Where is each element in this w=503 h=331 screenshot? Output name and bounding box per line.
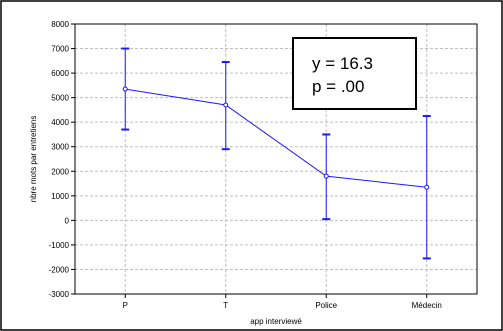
x-tick-label: Médecin: [412, 301, 442, 310]
y-tick-label: 4000: [51, 118, 69, 127]
y-tick-label: 6000: [51, 69, 69, 78]
x-axis-label: app interviewé: [250, 317, 302, 326]
x-tick-label: T: [223, 301, 228, 310]
y-tick-label: 3000: [51, 143, 69, 152]
y-axis-ticks: 8000 7000 6000 5000 4000 3000 2000 1000 0 -1000 -2…: [49, 20, 75, 299]
y-tick-label: 1000: [51, 192, 69, 201]
annotation-p: p = .00: [312, 77, 364, 96]
annotation-frame: [292, 37, 417, 110]
y-tick-label: 7000: [51, 45, 69, 54]
y-tick-label: -3000: [49, 290, 70, 299]
annotation-box: y = 16.3 p = .00: [292, 37, 417, 110]
x-tick-label: P: [123, 301, 128, 310]
data-points: [122, 86, 430, 190]
y-tick-label: 5000: [51, 94, 69, 103]
data-point: [424, 184, 430, 190]
y-tick-label: 8000: [51, 20, 69, 29]
y-tick-label: -1000: [49, 241, 70, 250]
y-tick-label: 2000: [51, 167, 69, 176]
x-axis-ticks: P T Police Médecin: [123, 294, 442, 310]
y-axis-label: nbre mots par entretiens: [29, 116, 38, 203]
plot-area: [74, 23, 478, 295]
data-point: [323, 173, 329, 179]
series-line: [125, 88, 427, 188]
y-tick-label: 0: [65, 216, 70, 225]
x-tick-label: Police: [315, 301, 337, 310]
annotation-y: y = 16.3: [312, 54, 373, 73]
y-tick-label: -2000: [49, 265, 70, 274]
data-point: [122, 86, 128, 92]
data-point: [223, 102, 229, 108]
